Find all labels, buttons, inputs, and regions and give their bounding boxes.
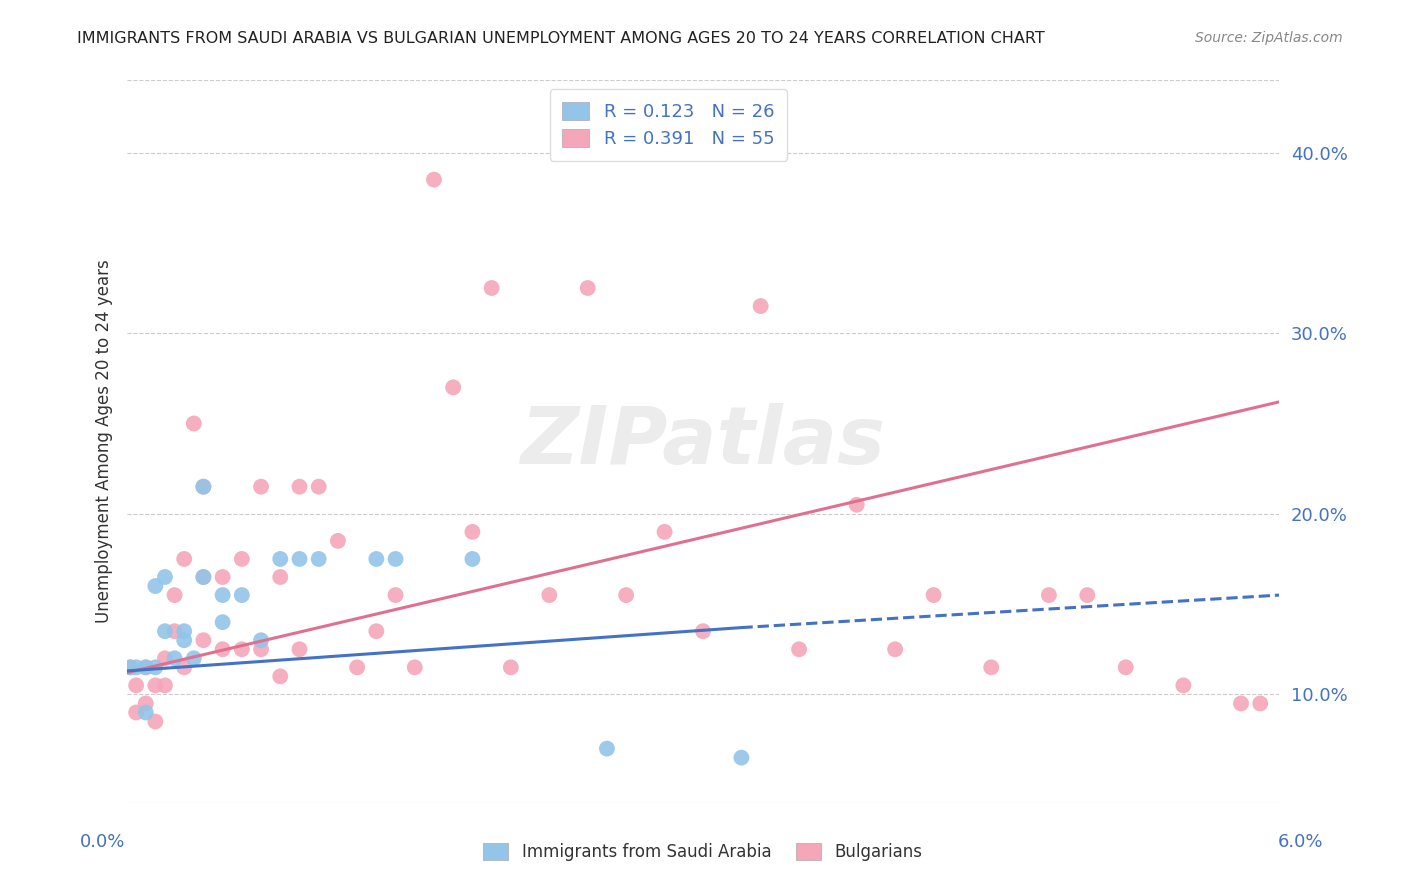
Point <box>173 633 195 648</box>
Point <box>231 642 253 657</box>
Point <box>346 660 368 674</box>
Point <box>193 570 215 584</box>
Point <box>250 642 273 657</box>
Point <box>384 552 406 566</box>
Point <box>135 706 157 720</box>
Point <box>120 660 142 674</box>
Point <box>145 579 166 593</box>
Point <box>145 714 166 729</box>
Point <box>845 498 868 512</box>
Point <box>193 480 215 494</box>
Point <box>250 633 273 648</box>
Point <box>596 741 619 756</box>
Point <box>384 588 406 602</box>
Point <box>538 588 561 602</box>
Point <box>193 570 215 584</box>
Point <box>288 642 311 657</box>
Point <box>1076 588 1098 602</box>
Point <box>163 624 186 639</box>
Point <box>163 588 186 602</box>
Point <box>481 281 503 295</box>
Point <box>1230 697 1253 711</box>
Point <box>153 678 176 692</box>
Point <box>366 552 388 566</box>
Point <box>193 633 215 648</box>
Point <box>153 651 176 665</box>
Point <box>654 524 676 539</box>
Point <box>288 480 311 494</box>
Point <box>145 678 166 692</box>
Point <box>1173 678 1195 692</box>
Point <box>211 570 233 584</box>
Point <box>125 660 148 674</box>
Point <box>269 570 291 584</box>
Point <box>787 642 810 657</box>
Point <box>1115 660 1137 674</box>
Point <box>120 660 142 674</box>
Point <box>269 552 291 566</box>
Point <box>211 642 233 657</box>
Point <box>461 552 484 566</box>
Point <box>153 624 176 639</box>
Point <box>922 588 945 602</box>
Point <box>193 480 215 494</box>
Point <box>135 660 157 674</box>
Point <box>173 624 195 639</box>
Point <box>730 750 752 764</box>
Point <box>326 533 349 548</box>
Point <box>163 651 186 665</box>
Point <box>692 624 714 639</box>
Text: IMMIGRANTS FROM SAUDI ARABIA VS BULGARIAN UNEMPLOYMENT AMONG AGES 20 TO 24 YEARS: IMMIGRANTS FROM SAUDI ARABIA VS BULGARIA… <box>77 31 1045 46</box>
Point <box>183 417 205 431</box>
Point <box>288 552 311 566</box>
Point <box>404 660 426 674</box>
Point <box>441 380 464 394</box>
Point <box>576 281 599 295</box>
Point <box>250 480 273 494</box>
Point <box>173 552 195 566</box>
Point <box>884 642 907 657</box>
Point <box>308 480 330 494</box>
Text: 0.0%: 0.0% <box>80 833 125 851</box>
Point <box>423 172 446 186</box>
Point <box>308 552 330 566</box>
Point <box>614 588 637 602</box>
Point <box>461 524 484 539</box>
Point <box>211 615 233 630</box>
Point <box>1249 697 1271 711</box>
Text: 6.0%: 6.0% <box>1278 833 1323 851</box>
Legend: Immigrants from Saudi Arabia, Bulgarians: Immigrants from Saudi Arabia, Bulgarians <box>477 836 929 868</box>
Point <box>153 570 176 584</box>
Point <box>211 588 233 602</box>
Point <box>1038 588 1060 602</box>
Point <box>145 660 166 674</box>
Text: Source: ZipAtlas.com: Source: ZipAtlas.com <box>1195 31 1343 45</box>
Point <box>269 669 291 683</box>
Point <box>231 552 253 566</box>
Y-axis label: Unemployment Among Ages 20 to 24 years: Unemployment Among Ages 20 to 24 years <box>94 260 112 624</box>
Point <box>135 697 157 711</box>
Point <box>173 660 195 674</box>
Point <box>499 660 522 674</box>
Point <box>980 660 1002 674</box>
Point <box>183 651 205 665</box>
Point <box>135 660 157 674</box>
Point <box>125 706 148 720</box>
Point <box>749 299 772 313</box>
Text: ZIPatlas: ZIPatlas <box>520 402 886 481</box>
Point <box>231 588 253 602</box>
Legend: R = 0.123   N = 26, R = 0.391   N = 55: R = 0.123 N = 26, R = 0.391 N = 55 <box>550 89 787 161</box>
Point <box>366 624 388 639</box>
Point <box>125 678 148 692</box>
